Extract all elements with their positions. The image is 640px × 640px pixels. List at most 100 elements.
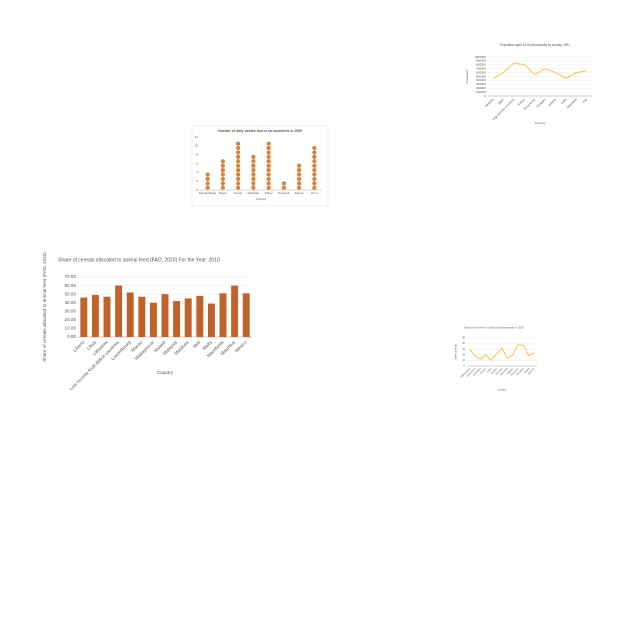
dot xyxy=(312,145,317,151)
dot xyxy=(281,185,286,190)
dot xyxy=(312,159,317,164)
x-tick-label: Ecuador xyxy=(516,367,525,376)
dot xyxy=(266,154,271,159)
bar xyxy=(173,301,181,337)
bar xyxy=(115,285,123,337)
bar xyxy=(207,303,215,337)
dot xyxy=(312,172,317,177)
dot xyxy=(266,145,271,151)
x-tick-label: Egypt xyxy=(524,367,531,374)
bar xyxy=(103,296,111,337)
chart-title: Population aged 15-64 (thousands) by cou… xyxy=(500,43,570,47)
y-tick-label: 30.00 xyxy=(65,309,77,314)
dot-column xyxy=(205,172,210,190)
x-tick-label: Kenya xyxy=(517,97,526,106)
y-tick-label: 30 xyxy=(462,348,465,351)
dot xyxy=(251,159,256,164)
bar xyxy=(184,298,192,337)
x-axis-label: Country xyxy=(256,197,267,201)
y-tick-label: 50 xyxy=(462,337,465,340)
dot xyxy=(205,172,210,177)
bar xyxy=(231,285,239,337)
dot xyxy=(297,181,302,186)
dot xyxy=(236,176,241,182)
dot xyxy=(220,168,225,173)
x-tick-label: Malta xyxy=(201,339,213,351)
y-tick-label: 0.00 xyxy=(67,334,76,339)
dot xyxy=(266,163,271,168)
dot xyxy=(297,168,302,173)
dot xyxy=(312,154,317,159)
chart-frame xyxy=(191,125,329,207)
dot-column xyxy=(281,181,286,190)
chart: Population aged 15-64 (thousands) by cou… xyxy=(465,43,592,125)
bar xyxy=(80,297,88,337)
dot xyxy=(251,154,256,159)
dot xyxy=(266,159,271,164)
y-axis-label: Population xyxy=(465,69,469,84)
dot xyxy=(266,181,271,186)
bar xyxy=(91,295,99,337)
dot-column xyxy=(266,141,271,190)
dot xyxy=(266,168,271,173)
dot xyxy=(236,163,241,168)
bar xyxy=(196,295,204,337)
dot xyxy=(312,176,317,182)
dot-column xyxy=(220,159,225,190)
dot-column xyxy=(312,145,317,190)
dot xyxy=(220,159,225,164)
chart: Number of daily deaths due to car accide… xyxy=(191,125,329,207)
dot xyxy=(297,172,302,177)
dot xyxy=(266,172,271,177)
y-tick-label: 12 xyxy=(195,135,199,139)
x-tick-label: Dominica xyxy=(510,367,520,377)
x-tick-label: Cuba xyxy=(486,367,493,374)
dot xyxy=(236,145,241,151)
dot xyxy=(205,185,210,190)
dot-column xyxy=(251,154,256,190)
y-tick-label: 10.00 xyxy=(65,326,77,331)
dot xyxy=(236,154,241,159)
x-tick-label: Cyprus xyxy=(490,367,498,375)
dot xyxy=(266,141,271,146)
dot xyxy=(297,176,302,182)
x-tick-label: Palau xyxy=(265,191,273,195)
x-tick-label: Afghanistan xyxy=(460,367,472,379)
dot-column xyxy=(236,141,241,190)
y-tick-label: 0 xyxy=(196,188,198,192)
dot xyxy=(251,168,256,173)
x-tick-label: Indonesia xyxy=(566,97,578,109)
dot xyxy=(220,176,225,182)
x-tick-label: Colombia xyxy=(472,367,482,377)
dot xyxy=(312,181,317,186)
x-tick-label: Croatia xyxy=(479,367,487,375)
x-tick-label: Costa Rica xyxy=(466,367,477,378)
y-tick-label: 700000 xyxy=(476,66,486,70)
dot xyxy=(251,176,256,182)
bar xyxy=(242,293,250,337)
y-tick-label: 900000 xyxy=(476,59,486,63)
line xyxy=(469,344,535,362)
line xyxy=(492,62,587,79)
dot xyxy=(236,181,241,186)
y-tick-label: 40.00 xyxy=(65,300,77,305)
chart-title: Share of cereals allocated to animal fee… xyxy=(58,257,220,263)
dot xyxy=(205,181,210,186)
dot xyxy=(236,150,241,155)
y-tick-label: 6 xyxy=(196,161,198,165)
x-tick-label: Hong Kong xyxy=(523,97,537,111)
x-tick-label: Djibouti xyxy=(506,367,514,375)
x-tick-label: Hungary xyxy=(536,97,547,108)
y-tick-label: 60.00 xyxy=(65,283,77,288)
dot xyxy=(236,159,241,164)
y-tick-label: 10 xyxy=(195,144,199,148)
dot xyxy=(236,141,241,146)
y-axis-label: Share of seats xyxy=(455,343,458,359)
x-tick-label: Rwanda xyxy=(484,97,495,108)
bar xyxy=(138,296,146,337)
dot xyxy=(205,176,210,182)
y-tick-label: 2 xyxy=(196,179,198,183)
y-tick-label: 400000 xyxy=(476,78,486,82)
y-tick-label: 100000 xyxy=(476,90,486,94)
